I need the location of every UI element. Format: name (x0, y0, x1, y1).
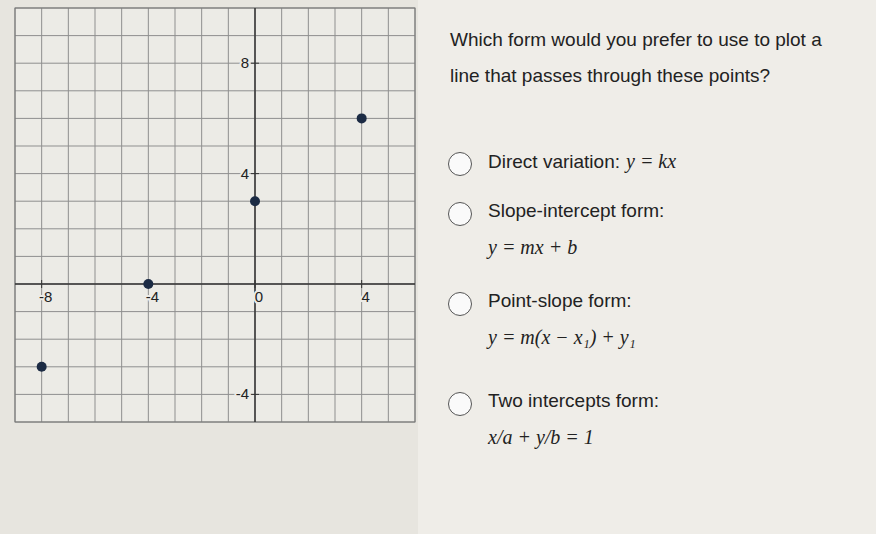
option-label: Point-slope form: (488, 290, 632, 312)
point (37, 362, 47, 372)
y-tick (251, 63, 259, 64)
radio[interactable] (448, 392, 472, 416)
grid-line (228, 8, 229, 422)
x-tick (361, 280, 362, 288)
option-label: Two intercepts form: (488, 390, 659, 412)
grid-line (281, 8, 282, 422)
grid-line (15, 366, 415, 367)
formula: y = mx + b (488, 236, 577, 259)
grid-line (15, 201, 415, 202)
grid-line (15, 146, 415, 147)
point (357, 113, 367, 123)
grid-line (15, 228, 415, 229)
y-tick-label: -4 (236, 385, 249, 402)
grid-line (15, 63, 415, 64)
points (37, 113, 367, 371)
plot-frame (15, 8, 415, 422)
plot-area (15, 8, 415, 422)
grid-line (95, 8, 96, 422)
grid-line (15, 339, 415, 340)
option-label: Direct variation: y = kx (488, 150, 676, 173)
y-tick-label: 8 (241, 54, 249, 71)
radio[interactable] (448, 202, 472, 226)
option-text: Slope-intercept form: (488, 200, 664, 221)
option-text: Two intercepts form: (488, 390, 659, 411)
point (250, 196, 260, 206)
grid-line (15, 35, 415, 36)
point (143, 279, 153, 289)
x-tick-label: 4 (361, 288, 369, 305)
grid-line (255, 8, 256, 422)
grid-line (15, 394, 415, 395)
grid-line (201, 8, 202, 422)
y-tick (251, 173, 259, 174)
grid-line (308, 8, 309, 422)
grid-line (361, 8, 362, 422)
formula: x/a + y/b = 1 (488, 426, 594, 449)
y-axis (254, 8, 256, 422)
option-text: Direct variation: (488, 151, 620, 172)
grid-line (41, 8, 42, 422)
grid-line (388, 8, 389, 422)
question: Which form would you prefer to use to pl… (450, 22, 850, 94)
y-tick-label: 4 (241, 165, 249, 182)
radio[interactable] (448, 292, 472, 316)
x-tick (255, 280, 256, 288)
y-tick (251, 394, 259, 395)
option-text: Point-slope form: (488, 290, 632, 311)
option-label: Slope-intercept form: (488, 200, 664, 222)
formula: y = kx (626, 150, 676, 172)
x-axis (15, 283, 415, 285)
formula: y = m(x − x₁) + y₁ (488, 326, 636, 349)
grid-line (15, 173, 415, 174)
grid-line (15, 118, 415, 119)
grid-line (15, 311, 415, 312)
x-tick-label: -8 (39, 288, 52, 305)
grid-line (68, 8, 69, 422)
radio[interactable] (448, 152, 472, 176)
x-tick (41, 280, 42, 288)
grid-line (15, 284, 415, 285)
grid-line (148, 8, 149, 422)
x-tick-label: 0 (255, 288, 263, 305)
grid-line (175, 8, 176, 422)
grid-line (15, 256, 415, 257)
grid-line (335, 8, 336, 422)
grid-line (121, 8, 122, 422)
grid-line (15, 90, 415, 91)
x-tick-label: -4 (146, 288, 159, 305)
